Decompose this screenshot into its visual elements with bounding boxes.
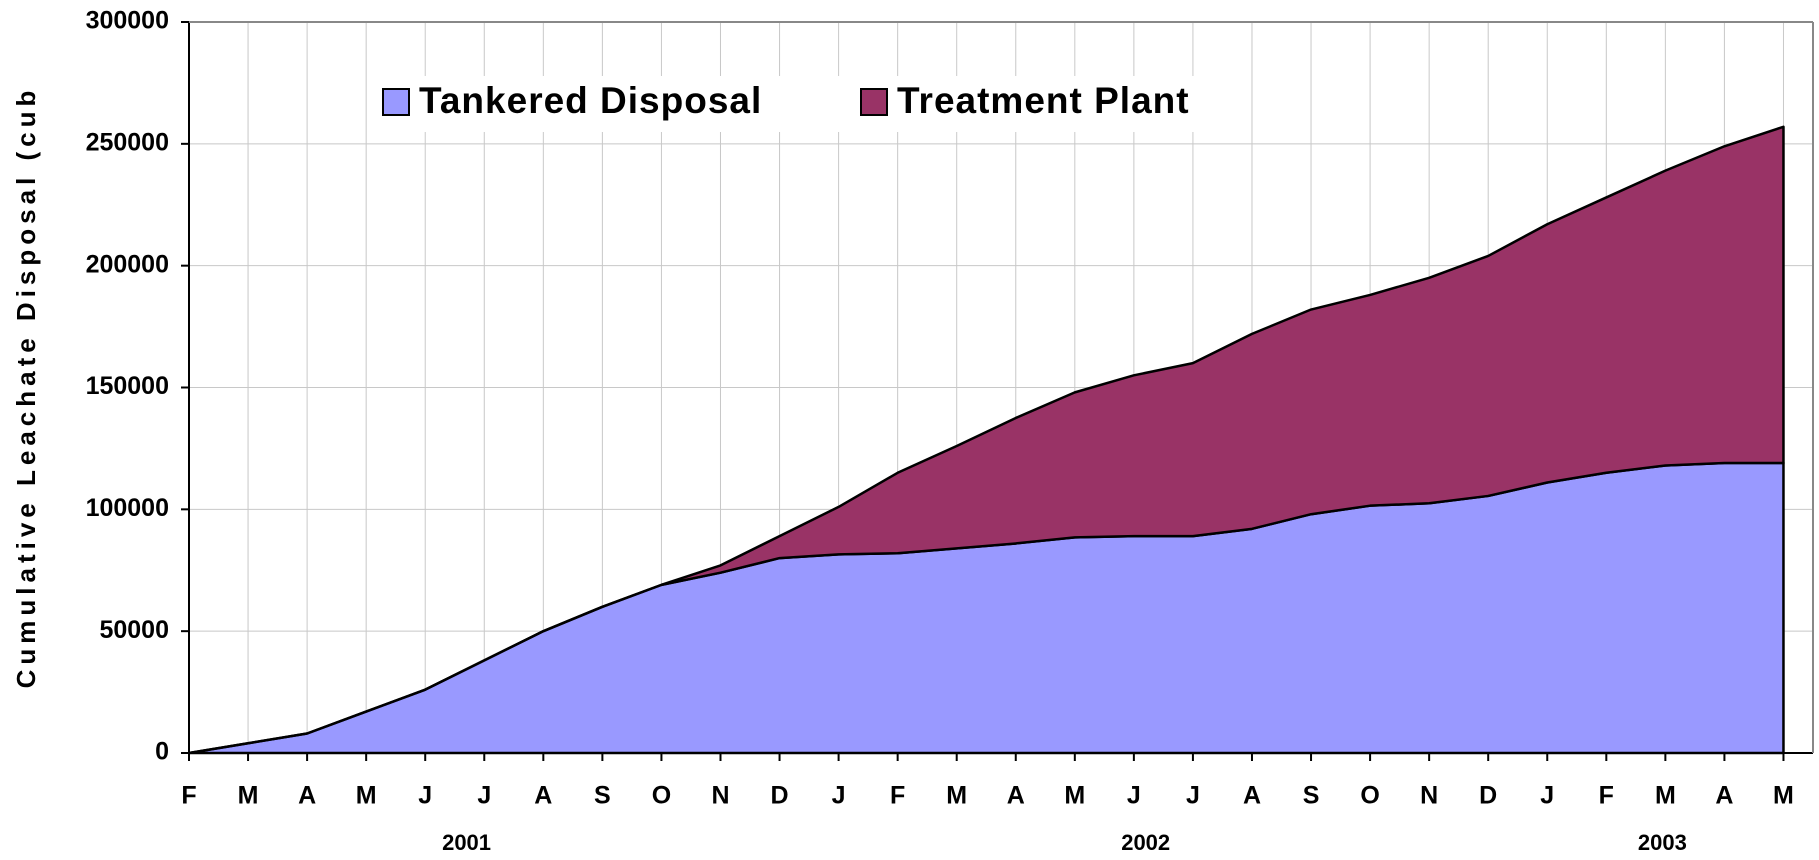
x-tick-label: M — [1655, 782, 1676, 810]
x-tick-label: A — [534, 782, 552, 810]
y-tick-label: 150000 — [86, 372, 169, 400]
y-tick-label: 250000 — [86, 128, 169, 156]
x-tick-label: M — [356, 782, 377, 810]
x-tick-label: F — [1599, 782, 1614, 810]
x-tick-label: F — [890, 782, 905, 810]
x-tick-label: M — [946, 782, 967, 810]
x-tick-label: S — [594, 782, 611, 810]
x-tick-label: S — [1303, 782, 1320, 810]
x-tick-label: A — [1715, 782, 1733, 810]
x-group-label: 2002 — [1121, 830, 1170, 855]
x-group-label: 2001 — [442, 830, 491, 855]
x-tick-label: M — [238, 782, 259, 810]
x-tick-label: O — [652, 782, 671, 810]
x-tick-label: J — [1127, 782, 1141, 810]
x-tick-label: J — [832, 782, 846, 810]
x-tick-label: F — [181, 782, 196, 810]
y-tick-label: 0 — [155, 738, 169, 766]
x-tick-label: M — [1064, 782, 1085, 810]
x-tick-label: A — [1243, 782, 1261, 810]
x-tick-label: A — [1007, 782, 1025, 810]
x-tick-label: J — [477, 782, 491, 810]
legend: Tankered Disposal Treatment Plant — [368, 76, 1228, 132]
x-tick-label: J — [1540, 782, 1554, 810]
y-tick-label: 200000 — [86, 250, 169, 278]
y-tick-label: 100000 — [86, 494, 169, 522]
legend-swatch — [860, 88, 888, 116]
area — [187, 125, 1785, 755]
x-tick-label: N — [1420, 782, 1438, 810]
x-tick-label: O — [1360, 782, 1379, 810]
x-tick-label: J — [418, 782, 432, 810]
legend-label: Treatment Plant — [897, 80, 1190, 121]
legend-swatch — [382, 88, 410, 116]
legend-background — [368, 76, 1228, 132]
x-tick-label: N — [711, 782, 729, 810]
y-tick-label: 300000 — [86, 7, 169, 35]
x-tick-label: A — [298, 782, 316, 810]
legend-label: Tankered Disposal — [419, 80, 762, 121]
x-tick-label: D — [771, 782, 789, 810]
x-tick-label: M — [1773, 782, 1794, 810]
x-tick-label: J — [1186, 782, 1200, 810]
x-group-label: 2003 — [1638, 830, 1687, 855]
y-axis-label: Cumulative Leachate Disposal (cub — [11, 86, 41, 689]
y-tick-label: 50000 — [99, 616, 169, 644]
x-tick-label: D — [1479, 782, 1497, 810]
